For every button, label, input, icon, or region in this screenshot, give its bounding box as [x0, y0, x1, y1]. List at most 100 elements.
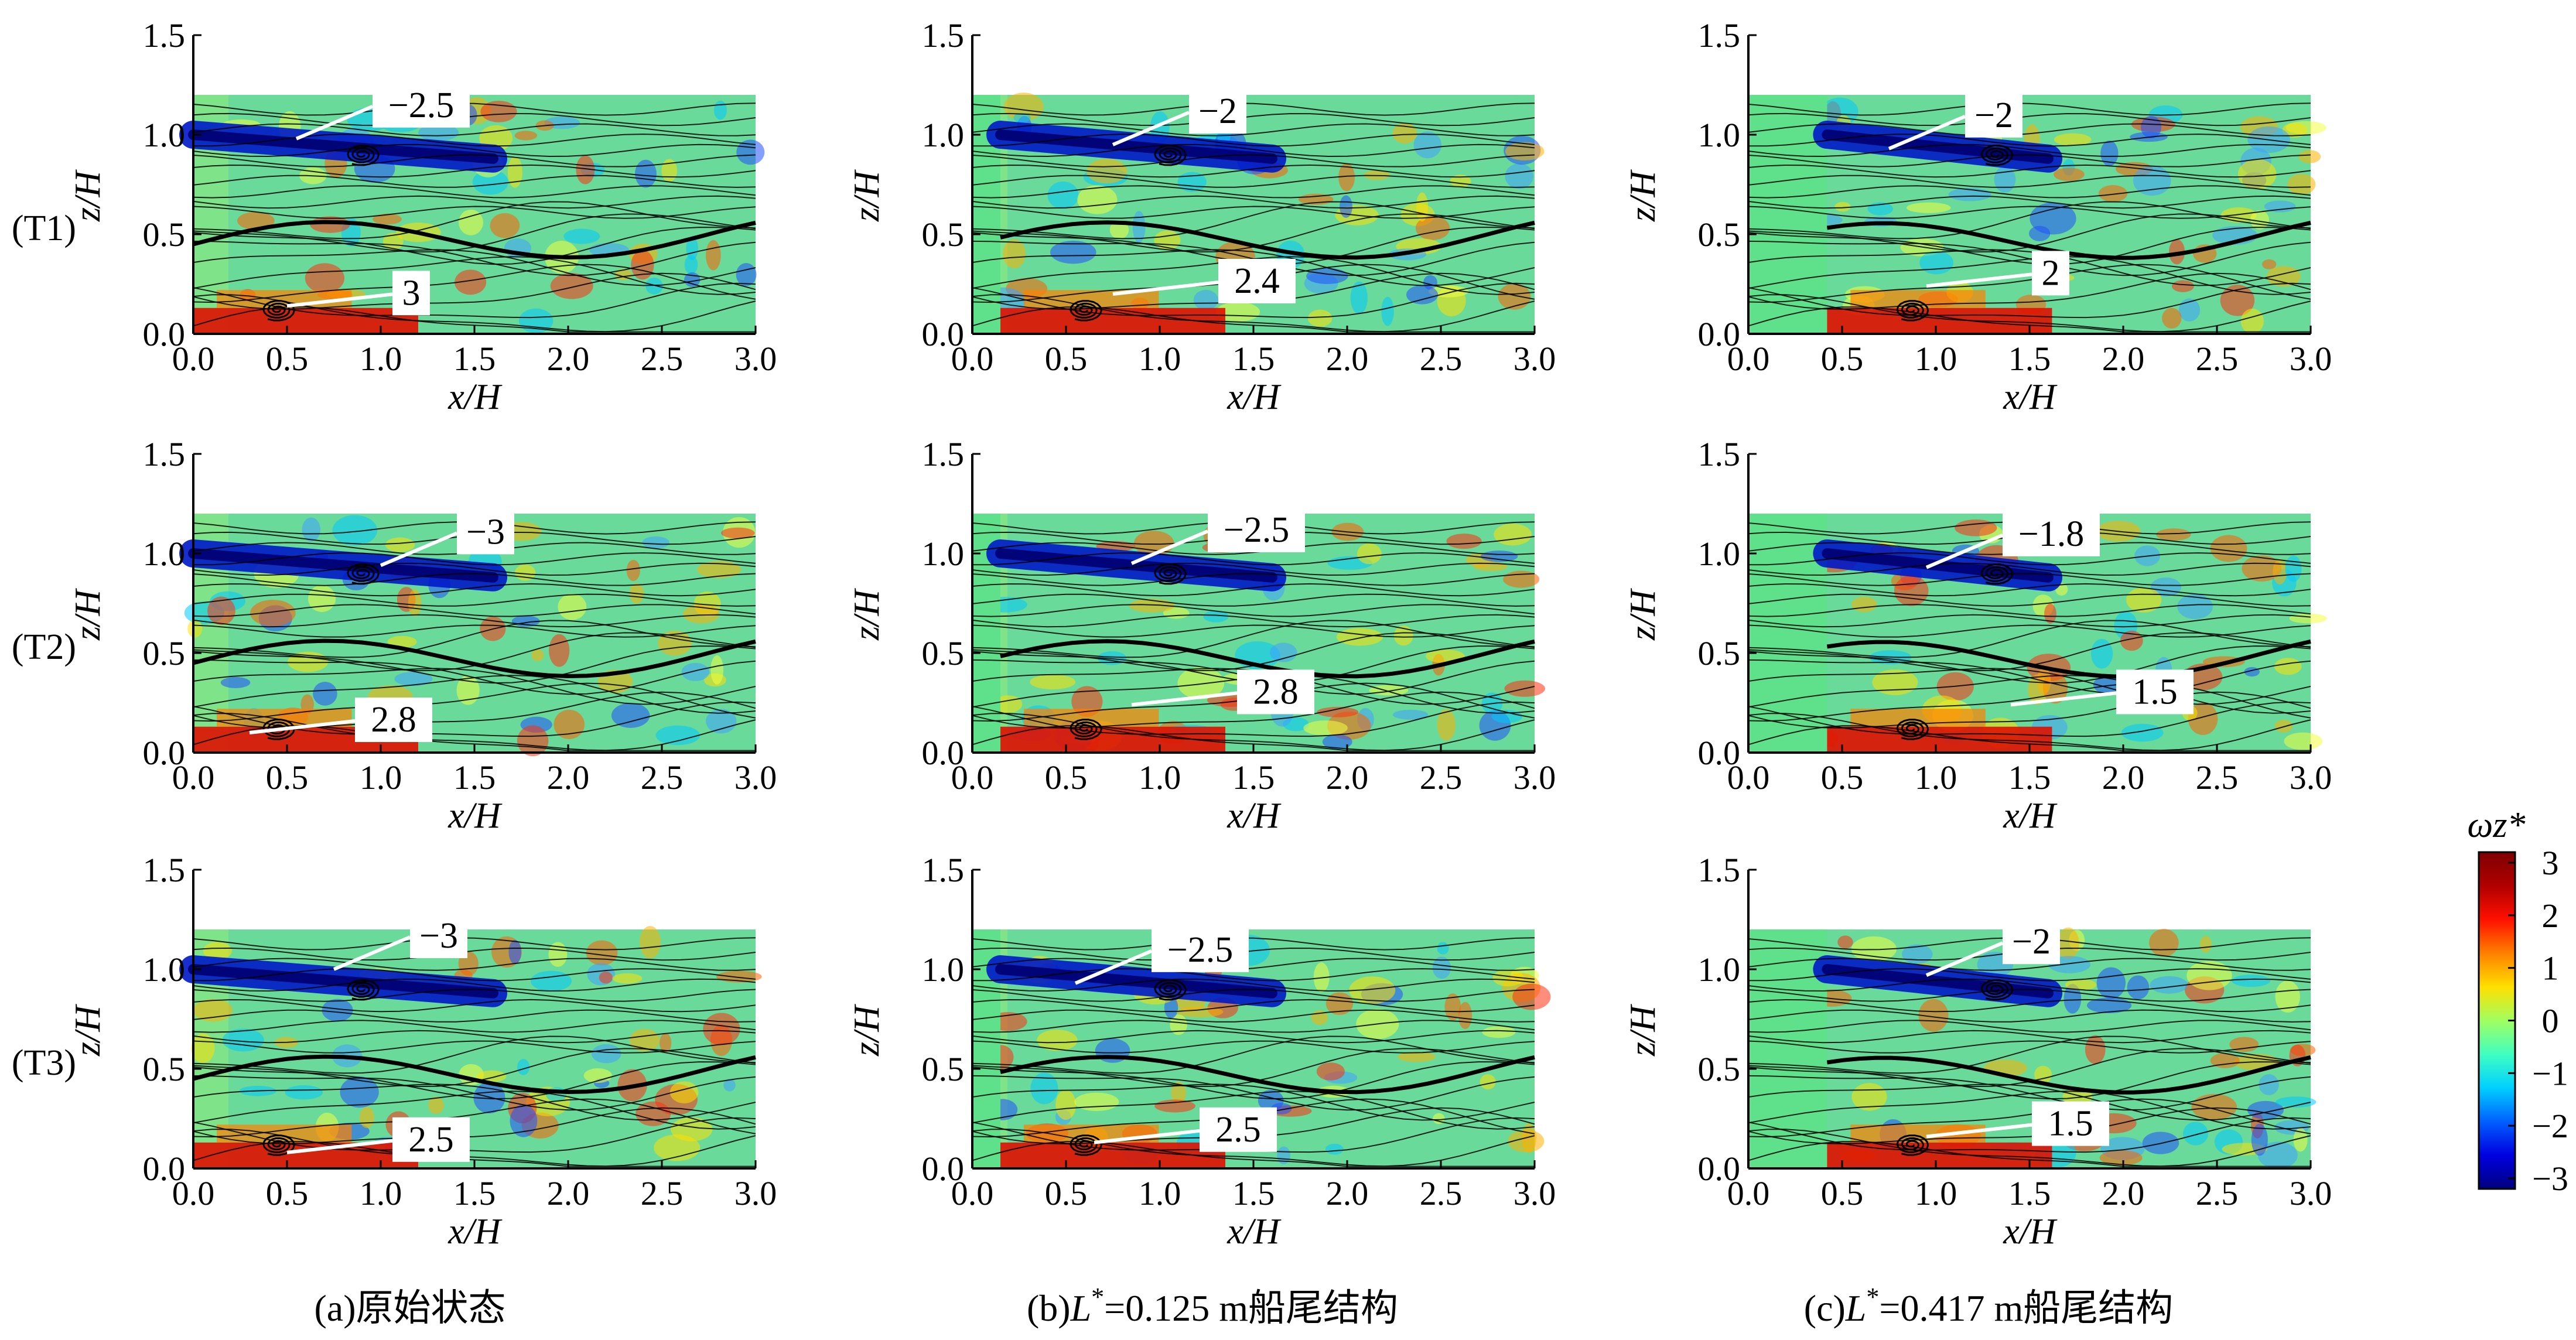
x-tick-label: 0.5: [1821, 758, 1864, 797]
annotation-box: [2003, 511, 2100, 556]
vorticity-blob: [1369, 685, 1409, 696]
vorticity-blob: [308, 585, 336, 612]
streamline: [193, 143, 756, 158]
streamline: [1748, 1061, 2311, 1100]
x-tick-label: 2.5: [641, 1174, 684, 1212]
vorticity-blob: [2266, 266, 2301, 287]
annotation-leader: [333, 935, 411, 971]
streamline: [972, 112, 1535, 127]
y-tick-label: 0.5: [1698, 216, 1741, 254]
vorticity-blob: [1270, 642, 1297, 662]
vorticity-blob: [1316, 1062, 1345, 1081]
annotation-label: −3: [419, 916, 458, 956]
streamline: [972, 206, 1535, 219]
caption-superscript: *: [1866, 1283, 1879, 1311]
streamline: [972, 614, 1535, 628]
x-tick-label: 0.0: [172, 340, 215, 378]
annotation-box: [1200, 1107, 1277, 1152]
streamline: [972, 937, 1535, 951]
streamline: [972, 1009, 1535, 1023]
vorticity-blob: [1480, 551, 1518, 562]
annotation-leader: [1925, 941, 2004, 977]
streamline: [972, 164, 1535, 178]
streamline: [972, 573, 1535, 586]
vorticity-blob: [1074, 1092, 1119, 1112]
vorticity-blob: [2274, 719, 2293, 733]
vorticity-blob: [2264, 200, 2296, 213]
annotation-leader: [1926, 1123, 2032, 1139]
vorticity-blob: [428, 1096, 444, 1114]
vorticity-blob: [1050, 241, 1096, 264]
vorticity-blob: [1851, 596, 1877, 613]
vorticity-blob: [2054, 168, 2085, 182]
caption-b: (b)L*=0.125 m船尾结构: [1027, 1283, 1398, 1329]
panel-t2-col-1: 0.0 0.5 1.0 1.5 2.0 2.5 3.00.00.51.01.5x/Hz/H(…: [12, 435, 777, 836]
caption-a: (a)原始状态: [314, 1287, 505, 1329]
streamline: [193, 1030, 756, 1044]
streamline: [1748, 1107, 2311, 1144]
streamline: [1748, 175, 2311, 188]
vorticity-blob: [1955, 519, 1997, 536]
negative-shear-core: [995, 548, 1277, 583]
y-tick-label: 0.0: [1698, 734, 1741, 772]
streamline: [193, 573, 756, 586]
vorticity-blob: [1047, 181, 1079, 209]
vorticity-blob: [548, 942, 568, 967]
vorticity-blob: [1307, 309, 1333, 327]
vortex-spiral: [347, 563, 380, 585]
annotation-leader: [1130, 529, 1209, 565]
vorticity-blob: [2276, 1096, 2317, 1108]
annotation-box: [1237, 669, 1314, 715]
streamline: [1748, 1040, 2311, 1054]
annotation-label: 1.5: [2132, 672, 2178, 712]
vorticity-blob: [302, 517, 321, 542]
streamline: [193, 240, 756, 276]
vorticity-blob: [1433, 1113, 1445, 1124]
vorticity-blob: [1482, 1026, 1516, 1038]
x-tick-label: 0.0: [951, 1174, 994, 1212]
streamline: [1748, 989, 2311, 1002]
streamline: [193, 164, 756, 178]
streamline: [1748, 240, 2311, 276]
x-axis-label: x/H: [447, 377, 503, 417]
x-tick-label: 0.5: [266, 340, 309, 378]
streamline: [1748, 134, 2311, 147]
vorticity-blob: [237, 211, 275, 230]
streamline: [193, 1075, 756, 1111]
vortex-spiral: [1980, 563, 2014, 585]
x-tick-label: 0.5: [266, 758, 309, 797]
streamline: [972, 691, 1535, 729]
x-tick-label: 2.5: [1420, 1174, 1463, 1212]
x-tick-label: 2.5: [1420, 340, 1463, 378]
vorticity-blob: [1498, 283, 1531, 310]
vorticity-blob: [2044, 603, 2056, 624]
vorticity-blob: [507, 156, 522, 188]
streamline: [193, 272, 756, 310]
vorticity-blob: [2065, 979, 2097, 991]
vortex-spiral: [262, 719, 295, 740]
x-tick-label: 2.0: [1326, 1174, 1369, 1212]
annotation-leader: [1112, 111, 1190, 146]
vorticity-blob: [2090, 639, 2113, 669]
vorticity-blob: [2182, 1122, 2209, 1146]
vorticity-blob: [2099, 1150, 2143, 1165]
streamline: [1748, 614, 2311, 628]
x-axis-label: x/H: [2003, 1212, 2058, 1252]
vorticity-blob: [1338, 163, 1355, 192]
vorticity-blob: [2240, 308, 2264, 334]
x-tick-label: 3.0: [1514, 1174, 1556, 1212]
x-tick-label: 2.0: [547, 1174, 590, 1212]
annotation-leader: [1131, 691, 1238, 707]
streamline: [1748, 552, 2311, 566]
x-tick-label: 1.5: [2008, 1174, 2051, 1212]
vorticity-blob: [1030, 1072, 1058, 1105]
x-tick-label: 0.0: [951, 758, 994, 797]
vorticity-blob: [2085, 1035, 2106, 1064]
vorticity-blob: [681, 662, 710, 681]
vorticity-blob: [1055, 1090, 1077, 1120]
streamline: [972, 1035, 1535, 1074]
vorticity-blob: [2156, 528, 2191, 541]
x-tick-label: 0.5: [1821, 340, 1864, 378]
vorticity-blob: [645, 278, 663, 295]
y-tick-label: 1.5: [143, 16, 186, 54]
